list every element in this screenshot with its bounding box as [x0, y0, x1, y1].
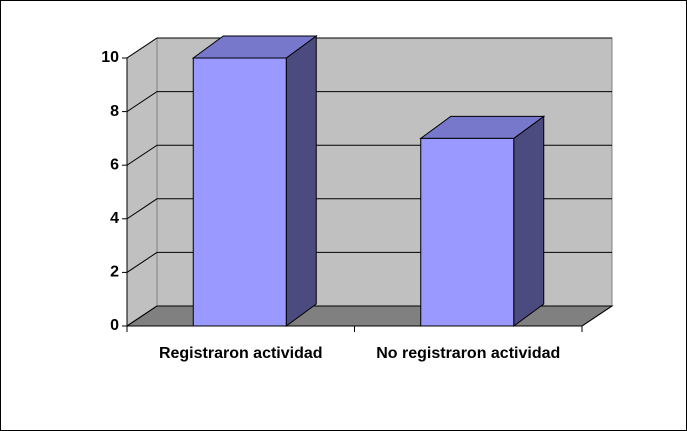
- y-tick-label: 0: [110, 317, 119, 334]
- side-wall: [126, 37, 158, 327]
- x-tick-label: Registraron actividad: [158, 345, 323, 362]
- y-tick-label: 4: [110, 210, 119, 227]
- y-tick-label: 6: [110, 156, 119, 173]
- bar-side: [513, 115, 545, 327]
- y-tick-label: 2: [110, 264, 119, 281]
- y-tick-label: 10: [101, 49, 119, 66]
- bar-side: [285, 35, 317, 327]
- grid-line: [126, 91, 612, 113]
- y-tick-label: 8: [110, 103, 119, 120]
- bar: [192, 57, 287, 327]
- grid-line: [126, 37, 612, 59]
- x-tick-label: No registraron actividad: [376, 345, 561, 362]
- bar: [420, 137, 515, 327]
- x-axis-edge: [581, 305, 613, 327]
